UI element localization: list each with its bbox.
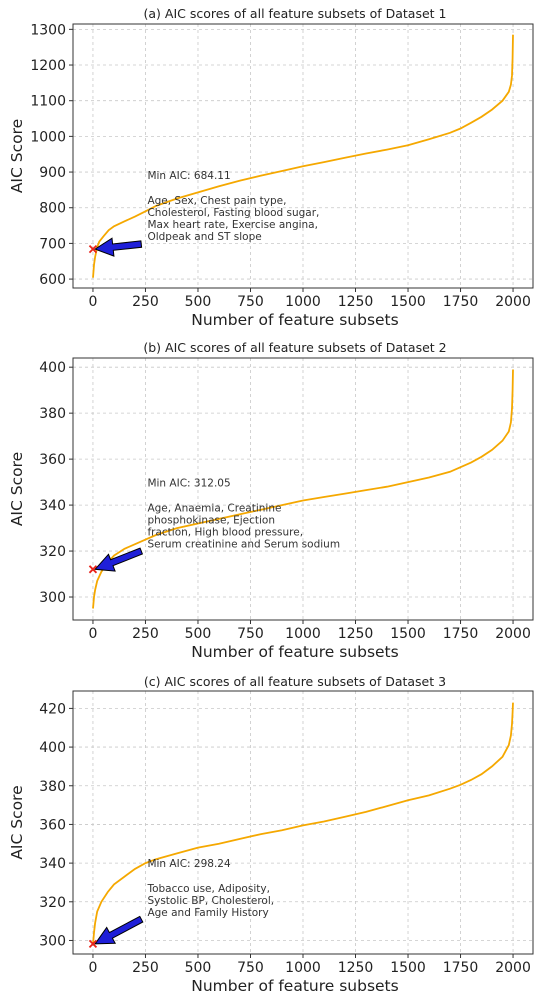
y-tick-label: 340	[39, 856, 66, 872]
y-tick-label: 300	[39, 933, 66, 949]
y-axis-label: AIC Score	[8, 452, 26, 526]
x-tick-label: 750	[237, 960, 264, 976]
feature-list-line: Oldpeak and ST slope	[147, 231, 261, 243]
min-marker-stroke	[88, 565, 98, 574]
x-tick-label: 1500	[390, 294, 426, 310]
chart-panel-1: (a) AIC scores of all feature subsets of…	[8, 6, 534, 329]
x-tick-label: 1750	[443, 626, 479, 642]
feature-list-line: fraction, High blood pressure,	[147, 527, 303, 539]
y-tick-label: 700	[39, 236, 66, 252]
x-tick-label: 1000	[285, 626, 321, 642]
x-axis-label: Number of feature subsets	[191, 977, 398, 995]
y-axis-label: AIC Score	[8, 119, 26, 193]
min-arrow	[94, 915, 144, 945]
min-marker-stroke	[88, 244, 98, 254]
x-tick-label: 0	[88, 626, 97, 642]
x-tick-label: 500	[185, 294, 212, 310]
feature-list-line: Cholesterol, Fasting blood sugar,	[147, 207, 319, 219]
y-tick-label: 380	[39, 406, 66, 422]
y-tick-label: 1300	[30, 22, 66, 38]
x-tick-label: 1000	[285, 294, 321, 310]
min-arrow	[94, 547, 144, 572]
y-tick-label: 1200	[30, 58, 66, 74]
chart-title: (a) AIC scores of all feature subsets of…	[144, 6, 447, 21]
y-tick-label: 380	[39, 779, 66, 795]
min-aic-label: Min AIC: 312.05	[147, 478, 230, 490]
x-tick-label: 1250	[338, 960, 374, 976]
x-axis-label: Number of feature subsets	[191, 311, 398, 329]
x-tick-label: 0	[88, 294, 97, 310]
y-tick-label: 400	[39, 360, 66, 376]
x-tick-label: 0	[88, 960, 97, 976]
y-axis-label: AIC Score	[8, 785, 26, 859]
feature-list-line: Age and Family History	[147, 907, 268, 919]
x-tick-label: 1000	[285, 960, 321, 976]
x-tick-label: 750	[237, 626, 264, 642]
feature-list-line: Age, Anaemia, Creatinine	[147, 503, 281, 515]
y-tick-label: 320	[39, 895, 66, 911]
min-arrow	[93, 237, 143, 257]
y-tick-label: 400	[39, 740, 66, 756]
y-tick-label: 320	[39, 544, 66, 560]
feature-list-line: Max heart rate, Exercise angina,	[147, 219, 318, 231]
feature-list-line: Age, Sex, Chest pain type,	[147, 195, 286, 207]
x-tick-label: 1750	[443, 960, 479, 976]
chart-title: (b) AIC scores of all feature subsets of…	[143, 340, 446, 355]
chart-panel-2: (b) AIC scores of all feature subsets of…	[8, 340, 534, 661]
feature-list-line: Tobacco use, Adiposity,	[146, 883, 269, 895]
x-tick-label: 2000	[495, 626, 531, 642]
x-tick-label: 250	[132, 626, 159, 642]
min-marker	[88, 939, 98, 949]
series-line-1	[92, 369, 514, 609]
min-aic-label: Min AIC: 298.24	[147, 858, 231, 870]
y-tick-label: 340	[39, 498, 66, 514]
chart-panel-3: (c) AIC scores of all feature subsets of…	[8, 674, 534, 995]
min-marker	[88, 244, 98, 254]
x-tick-label: 250	[132, 294, 159, 310]
y-tick-label: 1000	[30, 129, 66, 145]
x-tick-label: 250	[132, 960, 159, 976]
feature-list-line: Systolic BP, Cholesterol,	[147, 895, 274, 907]
x-tick-label: 500	[185, 960, 212, 976]
x-tick-label: 500	[185, 626, 212, 642]
x-tick-label: 1250	[338, 626, 374, 642]
chart-title: (c) AIC scores of all feature subsets of…	[144, 674, 446, 689]
min-marker-stroke	[88, 939, 98, 949]
y-tick-label: 900	[39, 165, 66, 181]
feature-list-line: Serum creatinine and Serum sodium	[147, 539, 340, 551]
y-tick-label: 1100	[30, 94, 66, 110]
x-tick-label: 1750	[443, 294, 479, 310]
y-tick-label: 800	[39, 201, 66, 217]
x-tick-label: 1250	[338, 294, 374, 310]
y-tick-label: 300	[39, 590, 66, 606]
y-tick-label: 600	[39, 272, 66, 288]
min-aic-label: Min AIC: 684.11	[147, 170, 230, 182]
y-tick-label: 420	[39, 701, 66, 717]
y-tick-label: 360	[39, 817, 66, 833]
series-line-1	[92, 702, 514, 945]
x-tick-label: 2000	[495, 960, 531, 976]
min-marker	[88, 565, 98, 574]
x-tick-label: 1500	[390, 626, 426, 642]
x-tick-label: 2000	[495, 294, 531, 310]
x-tick-label: 1500	[390, 960, 426, 976]
x-axis-label: Number of feature subsets	[191, 643, 398, 661]
y-tick-label: 360	[39, 452, 66, 468]
x-tick-label: 750	[237, 294, 264, 310]
series-line-1	[92, 34, 514, 278]
feature-list-line: phosphokinase, Ejection	[147, 515, 275, 527]
